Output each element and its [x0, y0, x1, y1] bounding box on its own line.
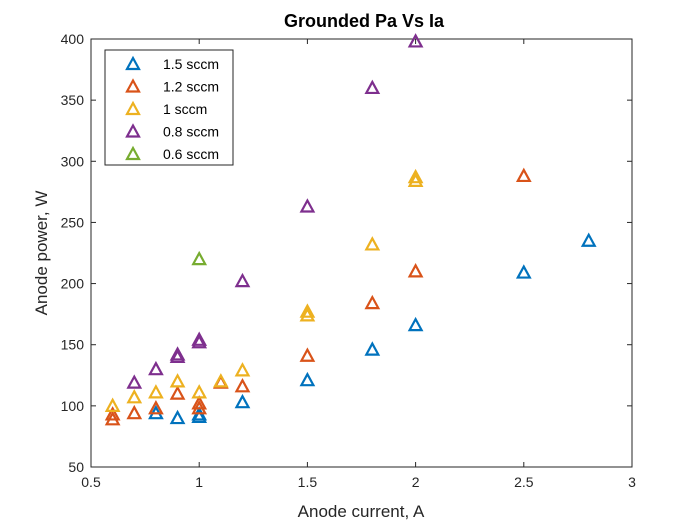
data-point — [126, 388, 143, 404]
data-point — [148, 400, 164, 415]
data-point — [234, 362, 251, 377]
data-point — [515, 167, 532, 183]
data-point — [169, 373, 186, 388]
data-point — [104, 397, 121, 412]
data-point — [104, 406, 121, 421]
y-tick-label: 300 — [61, 153, 85, 169]
data-point — [364, 294, 381, 310]
data-point — [191, 331, 208, 346]
y-tick-label: 350 — [61, 92, 85, 108]
data-point — [299, 371, 316, 387]
series-1-2-sccm — [104, 167, 532, 426]
data-point — [126, 404, 143, 420]
y-tick-label: 400 — [61, 31, 85, 47]
legend-marker-icon — [125, 145, 141, 161]
data-point — [299, 198, 316, 213]
legend-entry: 1 sccm — [163, 101, 207, 117]
x-axis-label: Anode current, A — [298, 502, 425, 521]
data-point — [407, 168, 424, 184]
legend-entry: 1.5 sccm — [163, 56, 219, 72]
data-point — [234, 393, 251, 409]
chart-title: Grounded Pa Vs Ia — [284, 11, 445, 31]
data-point — [364, 79, 381, 95]
series-1-5-sccm — [148, 232, 597, 425]
legend-entry: 0.6 sccm — [163, 146, 219, 162]
data-point — [299, 307, 316, 322]
y-tick-label: 100 — [61, 398, 85, 414]
y-tick-label: 250 — [61, 214, 85, 230]
data-point — [299, 347, 316, 362]
data-point — [234, 272, 251, 288]
data-point — [407, 316, 424, 332]
data-point — [407, 263, 424, 278]
legend-entry: 1.2 sccm — [163, 79, 219, 95]
legend-marker-icon — [125, 78, 141, 93]
series-0-6-sccm — [191, 250, 208, 266]
data-point — [364, 236, 381, 251]
data-point — [212, 373, 229, 388]
data-point — [169, 346, 186, 361]
data-point — [191, 333, 208, 349]
series-1-sccm — [104, 168, 424, 412]
data-point — [580, 232, 597, 247]
legend-marker-icon — [125, 100, 141, 116]
y-tick-label: 150 — [61, 337, 85, 353]
y-axis-label: Anode power, W — [32, 191, 51, 316]
data-point — [126, 374, 143, 389]
data-point — [148, 360, 164, 376]
data-point — [191, 250, 208, 266]
y-tick-label: 50 — [68, 459, 84, 475]
data-point — [364, 341, 381, 356]
data-point — [515, 264, 532, 279]
data-point — [169, 385, 186, 400]
legend: 1.5 sccm 1.2 sccm 1 sccm 0.8 sccm 0.6 sccm — [104, 49, 234, 166]
legend-marker-icon — [125, 55, 141, 71]
x-tick-label: 0.5 — [81, 474, 101, 490]
legend-marker-icon — [125, 123, 141, 138]
series-0-8-sccm — [126, 33, 424, 389]
y-tick-label: 200 — [61, 276, 85, 292]
data-point — [191, 408, 208, 423]
data-point — [407, 33, 424, 48]
data-point — [299, 303, 316, 318]
x-tick-label: 3 — [628, 474, 636, 490]
data-point — [169, 348, 186, 364]
data-point — [407, 172, 424, 187]
x-tick-label: 2 — [412, 474, 420, 490]
x-tick-label: 1 — [195, 474, 203, 490]
x-tick-label: 1.5 — [298, 474, 318, 490]
data-point — [234, 377, 251, 393]
data-point — [148, 384, 164, 399]
data-point — [169, 409, 186, 425]
data-point — [191, 395, 208, 410]
legend-entry: 0.8 sccm — [163, 124, 219, 140]
x-tick-label: 2.5 — [514, 474, 534, 490]
data-point — [191, 384, 208, 399]
